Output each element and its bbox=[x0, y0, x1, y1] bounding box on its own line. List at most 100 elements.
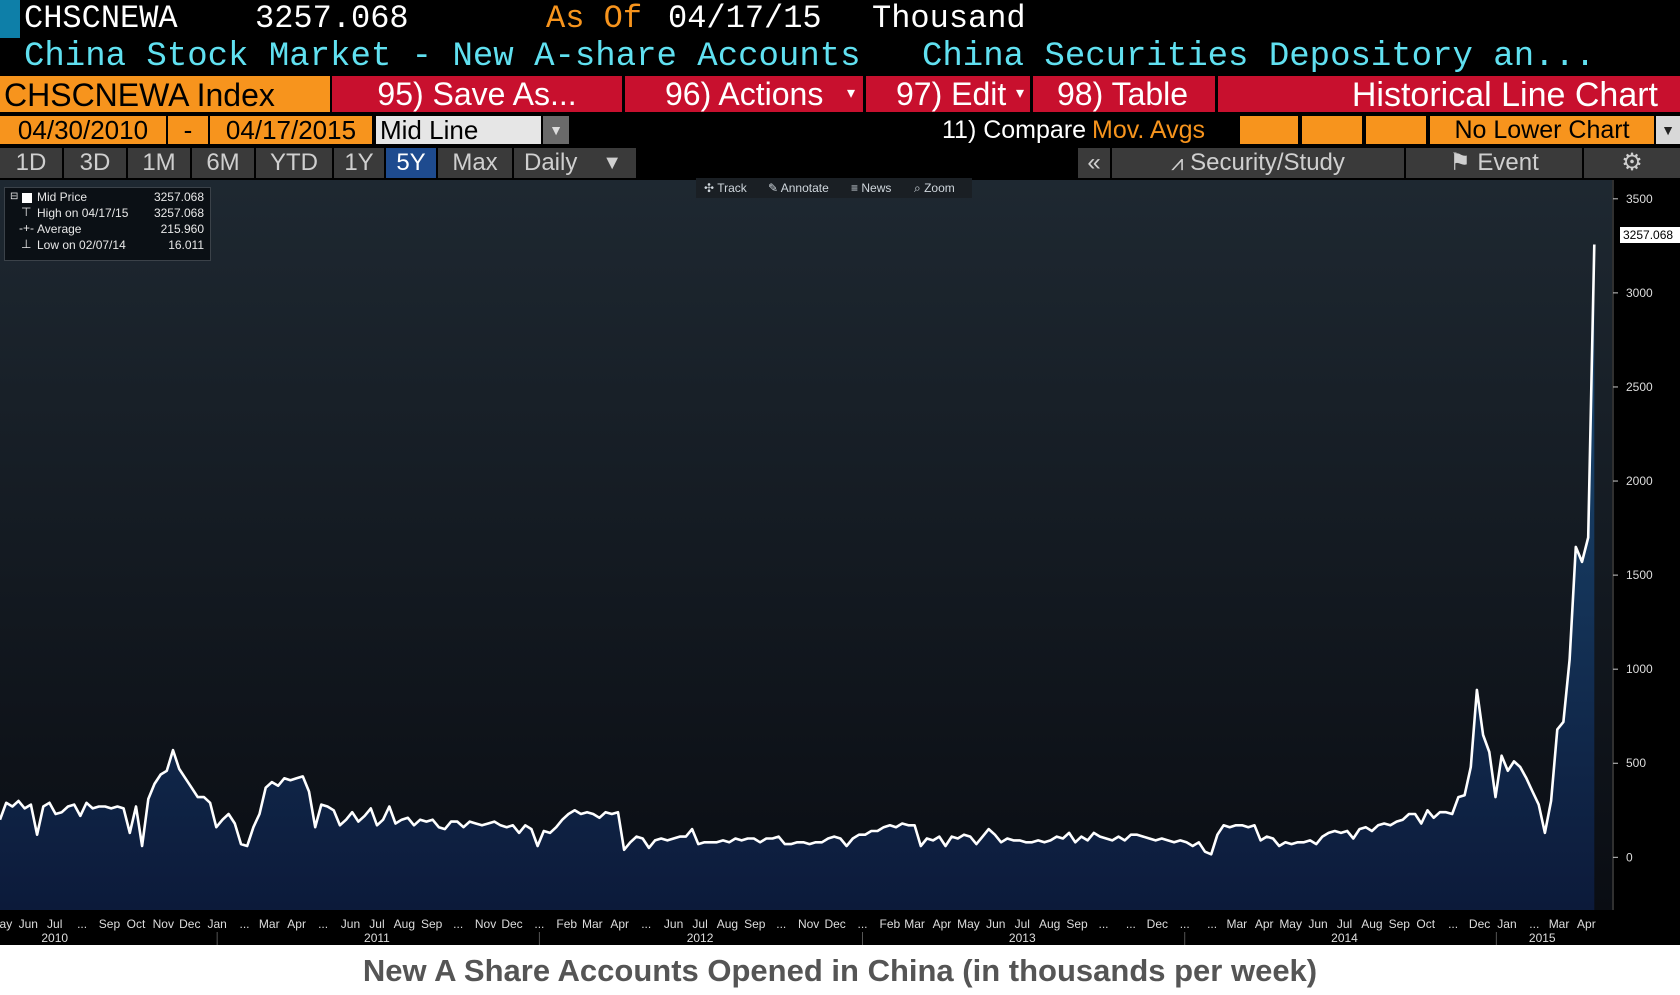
x-month-label: Aug bbox=[717, 917, 738, 931]
function-toolbar: CHSCNEWA Index 95) Save As... 96) Action… bbox=[0, 76, 1680, 114]
legend-label-low: Low on 02/07/14 bbox=[37, 238, 126, 252]
x-month-label: ... bbox=[1126, 917, 1136, 931]
blank-field[interactable] bbox=[1366, 116, 1426, 144]
x-month-label: Sep bbox=[421, 917, 443, 931]
annotate-tool[interactable]: ✎ Annotate bbox=[768, 178, 829, 198]
tab-5y[interactable]: 5Y bbox=[386, 148, 436, 178]
x-month-label: Nov bbox=[798, 917, 819, 931]
start-date-field[interactable]: 04/30/2010 bbox=[0, 116, 166, 144]
y-tick-label: 0 bbox=[1626, 850, 1633, 864]
tab-1d[interactable]: 1D bbox=[0, 148, 62, 178]
series-area bbox=[0, 244, 1595, 910]
collapse-legend-icon[interactable]: ⊟ bbox=[10, 191, 19, 202]
track-label: Track bbox=[717, 181, 747, 195]
save-as-button[interactable]: 95) Save As... bbox=[332, 76, 622, 112]
compare-button[interactable]: 11) Compare bbox=[942, 116, 1087, 144]
x-month-label: Mar bbox=[904, 917, 925, 931]
series-swatch bbox=[22, 193, 32, 203]
plot-background bbox=[0, 180, 1612, 910]
last-price-tag: 3257.068 bbox=[1620, 227, 1680, 243]
x-month-label: Mar bbox=[259, 917, 280, 931]
tab-ytd[interactable]: YTD bbox=[256, 148, 332, 178]
tab-6m[interactable]: 6M bbox=[192, 148, 254, 178]
x-month-label: Dec bbox=[1147, 917, 1168, 931]
frequency-label: Daily bbox=[524, 149, 578, 176]
x-month-label: ... bbox=[1529, 917, 1539, 931]
x-month-label: Jun bbox=[341, 917, 360, 931]
mov-avgs-button[interactable]: Mov. Avgs bbox=[1092, 116, 1206, 144]
collapse-button[interactable]: « bbox=[1078, 148, 1110, 178]
actions-menu[interactable]: 96) Actions ▾ bbox=[625, 76, 863, 112]
event-button[interactable]: ⚑ Event bbox=[1406, 148, 1582, 178]
x-year-label: 2011 bbox=[364, 931, 390, 945]
legend-value-mid-price: 3257.068 bbox=[153, 190, 204, 204]
legend-label-average: Average bbox=[37, 222, 82, 236]
settings-button[interactable]: ⚙ bbox=[1584, 148, 1680, 178]
x-month-label: Aug bbox=[394, 917, 415, 931]
blank-field[interactable] bbox=[1240, 116, 1298, 144]
x-axis-band bbox=[0, 910, 1680, 945]
security-study-label: Security/Study bbox=[1190, 149, 1345, 176]
unit-label: Thousand bbox=[872, 0, 1026, 37]
x-month-label: Feb bbox=[880, 917, 901, 931]
y-tick-label: 1000 bbox=[1626, 662, 1653, 676]
x-month-label: Nov bbox=[153, 917, 174, 931]
as-of-date: 04/17/15 bbox=[668, 0, 822, 37]
edit-menu[interactable]: 97) Edit ▾ bbox=[866, 76, 1030, 112]
x-month-label: Oct bbox=[127, 917, 146, 931]
dropdown-arrow-icon[interactable]: ▼ bbox=[1656, 116, 1680, 144]
chart-toolbar: ✣ Track ✎ Annotate ≡ News ⌕ Zoom bbox=[696, 178, 972, 198]
as-of-label: As Of bbox=[546, 0, 643, 37]
zoom-tool[interactable]: ⌕ Zoom bbox=[914, 178, 955, 198]
caret-down-icon: ▾ bbox=[846, 85, 855, 102]
security-field[interactable]: CHSCNEWA Index bbox=[0, 76, 330, 113]
news-tool[interactable]: ≡ News bbox=[851, 178, 891, 198]
x-month-label: Apr bbox=[933, 917, 952, 931]
x-month-label: May bbox=[0, 917, 12, 931]
y-axis: 0 500 1000 1500 2000 2500 3000 3500 bbox=[1613, 192, 1653, 864]
x-month-label: Jun bbox=[664, 917, 683, 931]
y-tick-label: 500 bbox=[1626, 756, 1646, 770]
crosshair-icon: ✣ bbox=[704, 181, 715, 195]
x-month-label: Nov bbox=[475, 917, 496, 931]
x-month-label: Mar bbox=[1549, 917, 1570, 931]
x-month-label: ... bbox=[534, 917, 544, 931]
zoom-label: Zoom bbox=[924, 181, 955, 195]
legend-label-mid-price: Mid Price bbox=[37, 190, 88, 204]
x-month-label: Jul bbox=[47, 917, 62, 931]
actions-label: 96) Actions bbox=[665, 76, 824, 112]
x-month-label: Apr bbox=[287, 917, 306, 931]
legend-box: ⊟ Mid Price 3257.068 ⊤ High on 04/17/15 … bbox=[4, 187, 211, 261]
news-label: News bbox=[861, 181, 892, 195]
legend-label-high: High on 04/17/15 bbox=[37, 206, 129, 220]
track-tool[interactable]: ✣ Track bbox=[704, 178, 747, 198]
x-year-label: 2013 bbox=[1009, 931, 1036, 945]
security-header-bar: CHSCNEWA 3257.068 As Of 04/17/15 Thousan… bbox=[0, 0, 1680, 38]
x-month-label: ... bbox=[318, 917, 328, 931]
end-date-field[interactable]: 04/17/2015 bbox=[210, 116, 372, 144]
x-month-label: Dec bbox=[824, 917, 845, 931]
x-month-label: Mar bbox=[582, 917, 603, 931]
low-marker-icon: ⊥ bbox=[21, 237, 32, 251]
line-type-select[interactable]: Mid Line bbox=[376, 116, 541, 144]
x-month-label: Apr bbox=[1255, 917, 1274, 931]
table-button[interactable]: 98) Table bbox=[1033, 76, 1215, 112]
tab-1m[interactable]: 1M bbox=[128, 148, 190, 178]
frequency-select[interactable]: Daily ▼ bbox=[514, 148, 636, 178]
range-bar: 04/30/2010 - 04/17/2015 Mid Line ▼ 11) C… bbox=[0, 114, 1680, 146]
x-month-label: Jul bbox=[369, 917, 384, 931]
ticker: CHSCNEWA bbox=[24, 0, 178, 37]
event-label: Event bbox=[1477, 149, 1539, 176]
price-chart[interactable]: 0 500 1000 1500 2000 2500 3000 3500 May Jun Jul..… bbox=[0, 180, 1680, 945]
blank-field[interactable] bbox=[1302, 116, 1362, 144]
tab-max[interactable]: Max bbox=[438, 148, 512, 178]
dropdown-arrow-icon[interactable]: ▼ bbox=[543, 116, 569, 144]
x-month-label: Mar bbox=[1226, 917, 1247, 931]
tab-3d[interactable]: 3D bbox=[64, 148, 126, 178]
lower-chart-select[interactable]: No Lower Chart bbox=[1430, 116, 1654, 144]
tab-1y[interactable]: 1Y bbox=[334, 148, 384, 178]
security-study-button[interactable]: ⩘ Security/Study bbox=[1112, 148, 1404, 178]
x-month-label: Jun bbox=[19, 917, 38, 931]
description-bar: China Stock Market - New A-share Account… bbox=[0, 38, 1680, 76]
x-month-label: Feb bbox=[556, 917, 577, 931]
